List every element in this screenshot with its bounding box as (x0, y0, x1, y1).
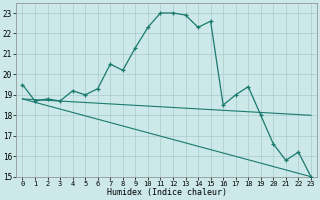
X-axis label: Humidex (Indice chaleur): Humidex (Indice chaleur) (107, 188, 227, 197)
